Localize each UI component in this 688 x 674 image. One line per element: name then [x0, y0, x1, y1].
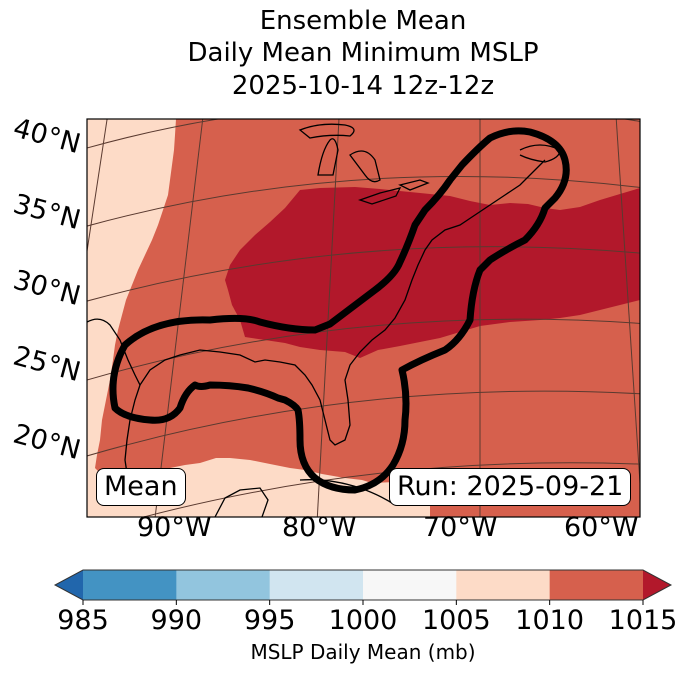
colorbar-tick-label: 1000: [328, 605, 398, 636]
title-line-3: 2025-10-14 12z-12z: [231, 71, 495, 101]
parallel-35n: [87, 175, 640, 227]
title-line-2: Daily Mean Minimum MSLP: [187, 38, 539, 68]
meridian-60w: [615, 119, 640, 492]
lon-label-60w: 60°W: [564, 512, 639, 543]
yucatan: [214, 487, 269, 517]
colorbar-bin-1000-1005: [363, 570, 457, 600]
colorbar-bin-1010-1015: [549, 570, 644, 600]
lake-huron: [349, 150, 381, 183]
parallel-15n: [141, 462, 640, 517]
colorbar-tick-label: 990: [150, 605, 203, 636]
colorbar-tick-label: 985: [57, 605, 109, 636]
colorbar-bin-995-1000: [269, 570, 364, 600]
colorbar-extend-high: [643, 570, 671, 600]
map-frame: [86, 118, 641, 518]
nova-scotia: [519, 144, 561, 163]
colorbar-bin-1005-1010: [456, 570, 551, 600]
lon-label-70w: 70°W: [423, 512, 498, 543]
mslp-contour: [109, 127, 570, 494]
run-date-annotation: Run: 2025-09-21: [389, 468, 632, 506]
colorbar: [53, 569, 673, 605]
colorbar-tick-label: 1015: [608, 605, 678, 636]
mean-annotation: Mean: [96, 468, 186, 506]
meridian-100w: [87, 119, 108, 255]
colorbar-bin-985-990: [83, 570, 177, 600]
title-line-1: Ensemble Mean: [259, 6, 467, 36]
colorbar-extend-low: [55, 570, 83, 600]
colorbar-tick-label: 1010: [515, 605, 585, 636]
lake-superior: [298, 123, 355, 139]
parallel-20n: [87, 390, 640, 457]
lake-erie: [357, 187, 402, 205]
colorbar-tick-label: 995: [243, 605, 296, 636]
parallel-40n: [87, 119, 640, 149]
map-area: [87, 119, 640, 517]
gulf-coast: [87, 159, 546, 446]
lon-label-80w: 80°W: [282, 512, 357, 543]
lake-michigan: [317, 138, 339, 176]
lon-label-90w: 90°W: [137, 512, 212, 543]
parallel-25n: [87, 318, 640, 381]
colorbar-bin-990-995: [176, 570, 271, 600]
colorbar-tick-label: 1005: [421, 605, 491, 636]
parallel-30n: [87, 246, 640, 302]
lake-ontario: [398, 179, 430, 191]
colorbar-label: MSLP Daily Mean (mb): [250, 640, 476, 664]
